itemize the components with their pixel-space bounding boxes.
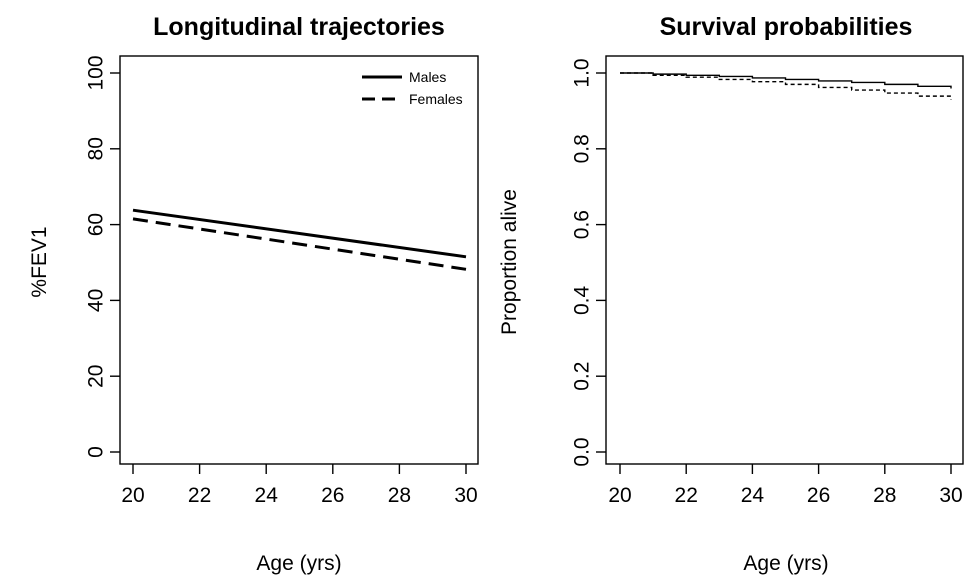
- series-line-females: [132, 217, 467, 271]
- survival-panel: Survival probabilities Age (yrs) Proport…: [498, 13, 964, 575]
- y-tick-label: 20: [85, 365, 108, 388]
- y-axis-label-survival: Proportion alive: [498, 189, 521, 335]
- series-lines-longitudinal: [132, 208, 467, 271]
- axis-ticks-longitudinal: 20 22 24 26 28 30 0 20 40 60 80 100: [85, 55, 478, 507]
- y-tick-label: 1.0: [571, 58, 594, 87]
- legend: Males Females: [362, 69, 463, 107]
- y-tick-label: 80: [85, 137, 108, 160]
- legend-label-females: Females: [409, 91, 463, 107]
- y-tick-label: 40: [85, 289, 108, 312]
- series-line-dashed: [620, 72, 952, 100]
- x-tick-label: 22: [675, 484, 698, 507]
- chart-title-survival: Survival probabilities: [660, 13, 913, 41]
- y-tick-label: 0.8: [571, 134, 594, 163]
- series-lines-survival: [620, 72, 952, 100]
- series-line-solid: [620, 72, 952, 89]
- y-axis-label-longitudinal: %FEV1: [28, 226, 51, 297]
- x-tick-label: 28: [873, 484, 896, 507]
- chart-title-longitudinal: Longitudinal trajectories: [153, 13, 445, 41]
- axis-ticks-survival: 20 22 24 26 28 30 0.0 0.2 0.4 0.6 0.8 1.0: [571, 58, 963, 507]
- x-tick-label: 26: [807, 484, 830, 507]
- y-tick-label: 0.6: [571, 210, 594, 239]
- y-tick-label: 100: [85, 55, 108, 90]
- x-tick-label: 28: [388, 484, 411, 507]
- plot-frame-longitudinal: [119, 55, 479, 465]
- x-axis-label-longitudinal: Age (yrs): [256, 552, 341, 575]
- plot-frame-survival: [605, 55, 964, 465]
- x-tick-label: 22: [188, 484, 211, 507]
- x-tick-label: 24: [255, 484, 279, 507]
- x-tick-label: 24: [741, 484, 765, 507]
- series-line-males: [132, 208, 467, 259]
- x-tick-label: 20: [121, 484, 144, 507]
- y-tick-label: 0: [85, 446, 108, 458]
- x-tick-label: 20: [608, 484, 631, 507]
- x-tick-label: 30: [454, 484, 477, 507]
- y-tick-label: 0.2: [571, 362, 594, 391]
- y-tick-label: 0.0: [571, 437, 594, 466]
- legend-label-males: Males: [409, 69, 446, 85]
- y-tick-label: 0.4: [571, 285, 594, 315]
- x-axis-label-survival: Age (yrs): [743, 552, 828, 575]
- x-tick-label: 26: [321, 484, 344, 507]
- x-tick-label: 30: [939, 484, 962, 507]
- longitudinal-panel: Longitudinal trajectories Age (yrs) %FEV…: [28, 13, 479, 575]
- y-tick-label: 60: [85, 213, 108, 236]
